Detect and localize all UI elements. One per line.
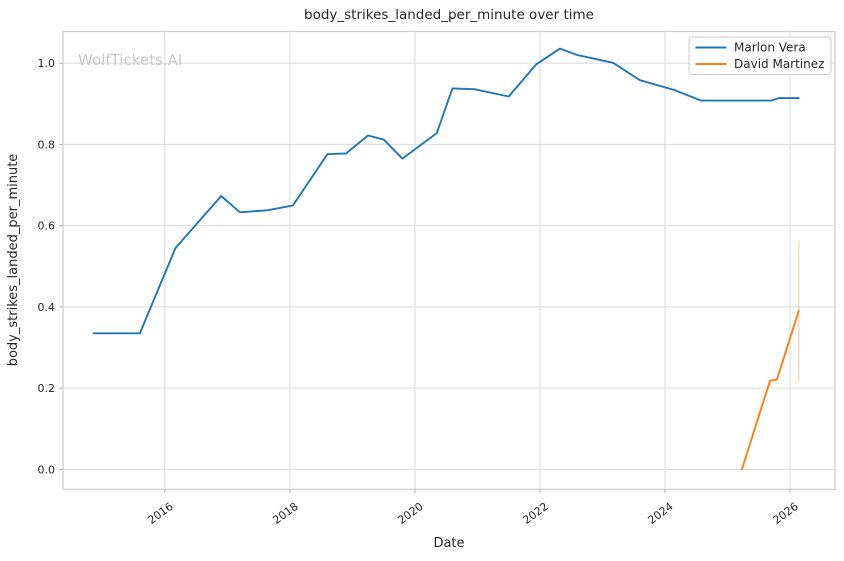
axis-ticks: 2016 2018 2020 2022 2024 2026 0.0 0.2 0.4 0.6 0.8 1…: [38, 57, 801, 527]
plot-area-border: [62, 30, 836, 490]
x-tick-label: 2026: [770, 500, 800, 527]
y-tick-label: 0.4: [38, 301, 56, 314]
x-tick-label: 2020: [395, 500, 425, 527]
legend-box: [688, 36, 832, 75]
y-tick-label: 0.2: [38, 382, 56, 395]
x-axis-label: Date: [433, 536, 464, 551]
y-tick-label: 0.8: [38, 138, 56, 151]
y-tick-label: 0.0: [38, 463, 56, 476]
x-tick-label: 2016: [145, 500, 175, 527]
legend: Marlon Vera David Martinez: [688, 36, 832, 75]
y-tick-label: 1.0: [38, 57, 56, 70]
legend-label-marlon-vera: Marlon Vera: [734, 41, 806, 55]
watermark-text: WolfTickets.AI: [78, 51, 182, 69]
y-tick-label: 0.6: [38, 220, 56, 233]
x-tick-label: 2024: [645, 500, 675, 527]
data-series: [92, 47, 800, 471]
series-line-marlon-vera: [92, 47, 800, 335]
y-axis-label: body_strikes_landed_per_minute: [6, 154, 21, 367]
chart-title: body_strikes_landed_per_minute over time: [304, 7, 594, 23]
series-line-david-martinez: [740, 310, 800, 471]
x-tick-label: 2018: [270, 500, 300, 527]
x-tick-label: 2022: [520, 500, 550, 527]
legend-label-david-martinez: David Martinez: [734, 57, 824, 71]
